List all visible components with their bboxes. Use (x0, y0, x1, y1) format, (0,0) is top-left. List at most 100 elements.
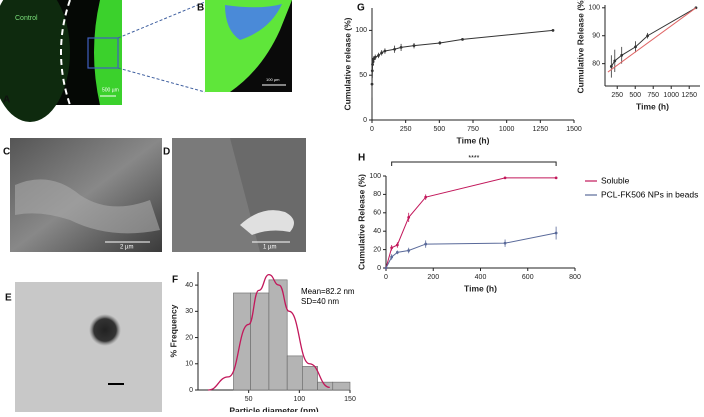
x-tick-label: 250 (611, 92, 623, 99)
point (383, 49, 387, 53)
x-axis-label: Time (h) (464, 283, 497, 293)
line (607, 7, 697, 73)
bar (286, 355, 303, 391)
y-tick-label: 0 (189, 387, 193, 394)
point (438, 41, 442, 45)
point (424, 242, 428, 246)
image-text: 500 µm (102, 87, 119, 93)
bar (268, 279, 288, 391)
x-tick-label: 1250 (533, 126, 549, 133)
point (395, 243, 399, 247)
y-axis-label: Cumulative Release (%) (575, 0, 585, 93)
legend-label: Soluble (601, 175, 630, 185)
panel-label: G (357, 3, 365, 14)
y-tick-label: 30 (185, 308, 193, 315)
y-tick-label: 10 (185, 361, 193, 368)
annotation: **** (468, 155, 479, 162)
point (634, 45, 637, 49)
x-tick-label: 500 (433, 126, 445, 133)
point (613, 59, 617, 63)
point (503, 241, 507, 245)
y-tick-label: 50 (359, 72, 367, 79)
fit-curve (208, 273, 330, 391)
zoom-line (117, 1, 206, 39)
significance-bracket (391, 161, 557, 166)
y-axis-label: Cumulative Release (%) (356, 174, 366, 270)
y-axis-label: % Frequency (168, 304, 178, 357)
point (390, 255, 394, 259)
point (372, 57, 376, 61)
image-e (15, 282, 162, 412)
x-tick-label: 800 (569, 274, 581, 281)
panel-label: A (3, 95, 10, 106)
x-tick-label: 250 (400, 126, 412, 133)
y-tick-label: 60 (373, 210, 381, 217)
point (461, 37, 464, 41)
point (407, 216, 411, 219)
point (399, 46, 403, 49)
y-tick-label: 20 (185, 334, 193, 341)
y-axis-label: Cumulative release (%) (342, 17, 352, 110)
image-text: 100 µm (266, 77, 280, 82)
y-tick-label: 100 (355, 27, 367, 34)
x-axis-label: Time (h) (457, 135, 490, 145)
point (503, 176, 507, 180)
y-tick-label: 20 (373, 246, 381, 253)
x-tick-label: 1250 (681, 92, 697, 99)
x-tick-label: 0 (384, 274, 388, 281)
image-b (205, 0, 292, 92)
y-tick-label: 80 (373, 191, 381, 198)
y-tick-label: 40 (185, 282, 193, 289)
zoom-line (117, 67, 206, 93)
panel-label: F (172, 275, 178, 286)
x-axis-label: Particle diameter (nm) (229, 405, 318, 412)
image-c (10, 138, 162, 252)
x-axis-label: Time (h) (636, 101, 669, 111)
point (407, 249, 411, 252)
point (373, 55, 377, 59)
point (377, 54, 380, 57)
x-tick-label: 50 (245, 396, 253, 403)
x-tick-label: 400 (475, 274, 487, 281)
x-tick-label: 750 (647, 92, 659, 99)
x-tick-label: 200 (427, 274, 439, 281)
point (371, 63, 374, 66)
point (609, 65, 613, 68)
point (554, 176, 558, 180)
x-tick-label: 1500 (566, 126, 582, 133)
x-tick-label: 100 (293, 396, 305, 403)
point (620, 53, 624, 57)
point (370, 69, 374, 73)
panel-label: D (163, 147, 170, 158)
panel-label: H (358, 153, 365, 164)
point (370, 82, 374, 86)
x-tick-label: 0 (370, 126, 374, 133)
annotation: Mean=82.2 nm (301, 287, 355, 296)
annotation: SD=40 nm (301, 297, 339, 306)
point (412, 44, 416, 48)
panel-label: C (3, 147, 10, 158)
point (424, 195, 428, 199)
x-tick-label: 1000 (499, 126, 515, 133)
x-tick-label: 750 (467, 126, 479, 133)
image-d (172, 138, 306, 252)
point (551, 29, 555, 32)
panel-label: E (5, 293, 12, 304)
y-tick-label: 90 (592, 33, 600, 40)
legend-label: PCL-FK506 NPs in beads (601, 189, 698, 199)
point (554, 231, 558, 235)
point (646, 34, 650, 38)
y-tick-label: 0 (377, 265, 381, 272)
point (380, 51, 384, 55)
x-tick-label: 150 (344, 396, 356, 403)
image-text: 2 µm (120, 245, 133, 251)
x-tick-label: 1000 (663, 92, 679, 99)
y-tick-label: 100 (369, 173, 381, 180)
x-tick-label: 600 (522, 274, 534, 281)
y-tick-label: 0 (363, 117, 367, 124)
y-tick-label: 40 (373, 228, 381, 235)
point (384, 266, 388, 270)
image-text: 1 µm (263, 245, 276, 251)
image-text: Control (15, 15, 38, 22)
